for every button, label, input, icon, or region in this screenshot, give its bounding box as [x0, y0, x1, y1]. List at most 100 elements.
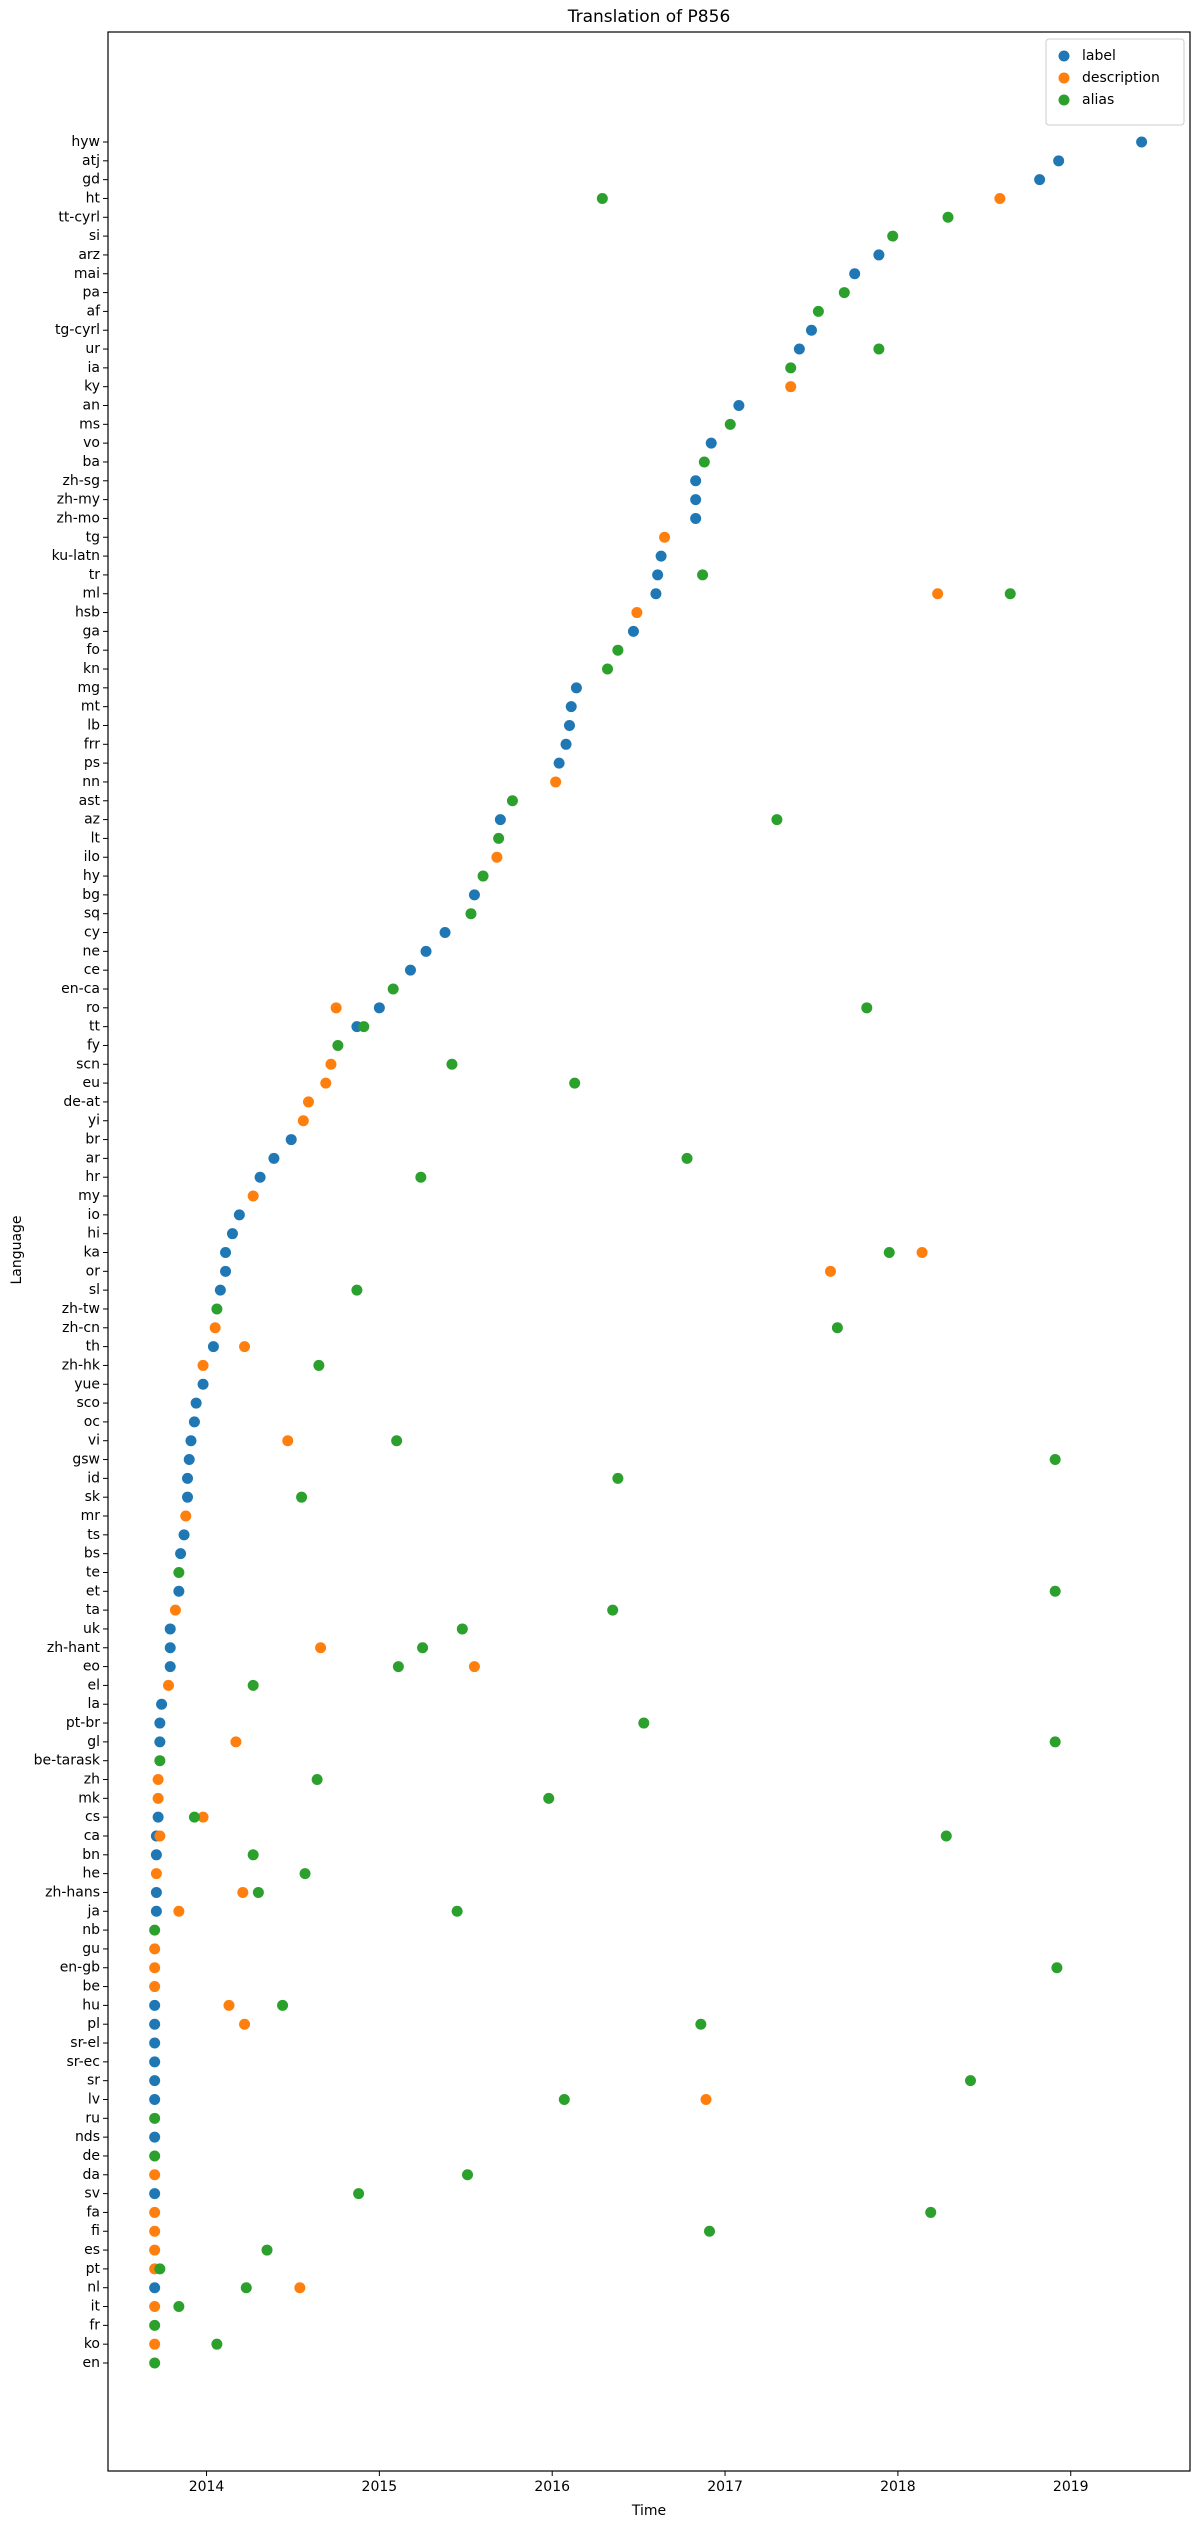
point [596, 192, 608, 204]
point [681, 1152, 693, 1164]
point [607, 1604, 619, 1616]
y-tick-label: yue [74, 1376, 100, 1392]
y-tick-label: cs [85, 1809, 100, 1825]
point [724, 418, 736, 430]
point [849, 268, 861, 280]
point [190, 1397, 202, 1409]
point [569, 1077, 581, 1089]
point [149, 2244, 161, 2256]
point [197, 1378, 209, 1390]
y-tick-label: sv [84, 2186, 100, 2202]
y-tick-label: my [78, 1188, 100, 1204]
y-tick-label: frr [84, 736, 100, 752]
x-tick-label: 2015 [362, 2479, 398, 2495]
y-tick-label: ts [87, 1527, 100, 1543]
x-tick-label: 2018 [880, 2479, 916, 2495]
point [180, 1510, 192, 1522]
y-tick-label: hsb [75, 605, 100, 621]
y-tick-label: ja [87, 1903, 100, 1919]
point [150, 1849, 162, 1861]
y-tick-label: eo [83, 1659, 100, 1675]
point [149, 2037, 161, 2049]
y-tick-label: fr [89, 2317, 100, 2333]
point [332, 1039, 344, 1051]
point [631, 607, 643, 619]
point [695, 2018, 707, 2030]
point [387, 983, 399, 995]
point [173, 1585, 185, 1597]
y-tick-label: ia [88, 360, 100, 376]
y-tick-label: nds [75, 2129, 100, 2145]
point [149, 2018, 161, 2030]
point [214, 1284, 226, 1296]
x-axis-label: Time [631, 2503, 666, 2519]
point [313, 1359, 325, 1371]
point [197, 1359, 209, 1371]
point [1051, 1962, 1063, 1974]
y-tick-label: nn [82, 774, 100, 790]
y-tick-label: kn [83, 661, 100, 677]
point [916, 1247, 928, 1258]
y-tick-label: te [86, 1564, 100, 1580]
y-tick-label: en [83, 2355, 101, 2371]
point [1049, 1585, 1061, 1597]
point [468, 1661, 480, 1673]
y-tick-label: la [88, 1696, 100, 1712]
y-tick-label: ps [84, 755, 100, 771]
x-tick-label: 2019 [1053, 2479, 1089, 2495]
y-tick-label: da [83, 2167, 100, 2183]
y-tick-label: pl [87, 2016, 100, 2032]
point [650, 588, 662, 600]
x-tick-label: 2016 [534, 2479, 570, 2495]
point [771, 814, 783, 826]
y-tick-label: sl [89, 1282, 100, 1298]
point [175, 1548, 187, 1560]
chart-title: Translation of P856 [567, 7, 731, 27]
point [282, 1435, 294, 1447]
point [197, 1811, 209, 1823]
y-tick-label: en-gb [60, 1960, 100, 1976]
point [462, 2169, 474, 2181]
y-tick-label: sr-ec [66, 2054, 100, 2070]
y-tick-label: zh-cn [62, 1320, 100, 1336]
y-tick-label: ku-latn [52, 548, 100, 564]
y-tick-label: mt [81, 699, 101, 715]
point [149, 2112, 161, 2124]
y-tick-label: tt-cyrl [58, 209, 100, 225]
point [831, 1322, 843, 1334]
point [169, 1604, 181, 1616]
y-tick-label: de-at [63, 1094, 100, 1110]
x-tick-label: 2014 [189, 2479, 225, 2495]
point [220, 1247, 232, 1258]
y-tick-label: or [86, 1263, 101, 1279]
point [247, 1679, 259, 1691]
point [268, 1152, 280, 1164]
point [942, 211, 954, 223]
point [925, 2206, 937, 2218]
y-tick-label: en-ca [61, 981, 100, 997]
y-tick-label: br [85, 1132, 100, 1148]
point [812, 305, 824, 317]
point [173, 1905, 185, 1917]
point [883, 1247, 895, 1258]
y-tick-label: ca [84, 1828, 100, 1844]
y-tick-label: hu [82, 1997, 100, 2013]
point [240, 2282, 252, 2294]
point [150, 1886, 162, 1898]
point [182, 1472, 194, 1484]
point [793, 343, 805, 355]
y-tick-label: si [89, 228, 100, 244]
point [156, 1698, 168, 1710]
point [805, 324, 817, 336]
point [149, 1999, 161, 2011]
y-tick-label: az [84, 812, 100, 828]
y-tick-label: ht [86, 190, 101, 206]
y-tick-label: ms [79, 416, 100, 432]
point [207, 1341, 219, 1353]
point [560, 738, 572, 750]
y-tick-label: zh-sg [63, 473, 100, 489]
point [392, 1661, 404, 1673]
point [154, 1717, 166, 1729]
